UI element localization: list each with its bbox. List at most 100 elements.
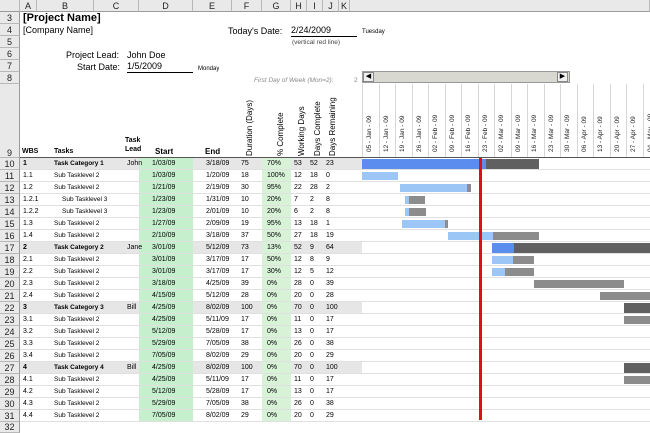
start-date-field[interactable]: 1/5/2009 [127, 61, 193, 73]
start-date-cell[interactable]: 3/18/09 [152, 280, 176, 287]
start-date-cell[interactable]: 4/25/09 [152, 376, 176, 383]
working-days-cell[interactable]: 6 [294, 208, 298, 215]
end-date-cell[interactable]: 8/02/09 [206, 304, 230, 311]
row-header-10[interactable]: 10 [0, 158, 20, 170]
start-date-cell[interactable]: 1/23/09 [152, 208, 176, 215]
days-complete-cell[interactable]: 18 [310, 232, 318, 239]
row-header-16[interactable]: 16 [0, 230, 20, 242]
days-remaining-cell[interactable]: 29 [326, 352, 334, 359]
days-remaining-cell[interactable]: 1 [326, 220, 330, 227]
pct-complete-cell[interactable]: 95% [267, 184, 282, 191]
duration-cell[interactable]: 17 [241, 268, 249, 275]
pct-complete-cell[interactable]: 0% [267, 328, 278, 335]
row-header-30[interactable]: 30 [0, 398, 20, 410]
days-complete-cell[interactable]: 52 [310, 160, 318, 167]
wbs-cell[interactable]: 1.3 [23, 220, 33, 227]
task-name-cell[interactable]: Sub Tasklevel 2 [54, 268, 100, 275]
duration-cell[interactable]: 100 [241, 304, 253, 311]
column-header-a[interactable]: A [20, 0, 37, 12]
row-header-20[interactable]: 20 [0, 278, 20, 290]
end-date-cell[interactable]: 1/31/09 [206, 196, 230, 203]
days-complete-cell[interactable]: 28 [310, 184, 318, 191]
wbs-cell[interactable]: 1.2.1 [23, 196, 39, 203]
working-days-cell[interactable]: 20 [294, 352, 302, 359]
pct-complete-cell[interactable]: 0% [267, 316, 278, 323]
task-name-cell[interactable]: Sub Tasklevel 2 [54, 328, 100, 335]
days-complete-cell[interactable]: 2 [310, 208, 314, 215]
row-header-9[interactable]: 9 [0, 84, 20, 158]
duration-cell[interactable]: 17 [241, 376, 249, 383]
days-remaining-cell[interactable]: 29 [326, 412, 334, 419]
working-days-cell[interactable]: 11 [294, 376, 302, 383]
row-header-11[interactable]: 11 [0, 170, 20, 182]
end-date-cell[interactable]: 4/25/09 [206, 280, 230, 287]
start-date-cell[interactable]: 1/03/09 [152, 160, 176, 167]
days-complete-cell[interactable]: 0 [310, 280, 314, 287]
pct-complete-cell[interactable]: 50% [267, 232, 282, 239]
working-days-cell[interactable]: 28 [294, 280, 302, 287]
row-header-28[interactable]: 28 [0, 374, 20, 386]
wbs-cell[interactable]: 4 [23, 364, 27, 371]
task-name-cell[interactable]: Task Category 3 [54, 304, 104, 311]
wbs-cell[interactable]: 1.2 [23, 184, 33, 191]
row-header-25[interactable]: 25 [0, 338, 20, 350]
project-lead-field[interactable]: John Doe [127, 50, 166, 60]
days-remaining-cell[interactable]: 38 [326, 340, 334, 347]
pct-complete-cell[interactable]: 0% [267, 412, 278, 419]
first-day-value[interactable]: 2 [354, 77, 358, 84]
days-remaining-cell[interactable]: 17 [326, 376, 334, 383]
days-complete-cell[interactable]: 0 [310, 340, 314, 347]
working-days-cell[interactable]: 20 [294, 412, 302, 419]
task-name-cell[interactable]: Sub Tasklevel 2 [54, 184, 100, 191]
pct-complete-cell[interactable]: 0% [267, 376, 278, 383]
end-date-cell[interactable]: 5/11/09 [206, 376, 229, 383]
days-complete-cell[interactable]: 0 [310, 376, 314, 383]
wbs-cell[interactable]: 4.3 [23, 400, 33, 407]
working-days-cell[interactable]: 13 [294, 388, 302, 395]
days-complete-cell[interactable]: 5 [310, 268, 314, 275]
row-header-21[interactable]: 21 [0, 290, 20, 302]
end-date-cell[interactable]: 2/09/09 [206, 220, 230, 227]
wbs-cell[interactable]: 2.1 [23, 256, 33, 263]
task-name-cell[interactable]: Sub Tasklevel 2 [54, 352, 100, 359]
task-name-cell[interactable]: Sub Tasklevel 2 [54, 172, 100, 179]
task-lead-cell[interactable]: Jane [127, 244, 143, 251]
pct-complete-cell[interactable]: 0% [267, 280, 278, 287]
scroll-left-button[interactable]: ◀ [363, 72, 374, 82]
working-days-cell[interactable]: 26 [294, 340, 302, 347]
working-days-cell[interactable]: 27 [294, 232, 302, 239]
days-complete-cell[interactable]: 0 [310, 400, 314, 407]
column-header-f[interactable]: F [232, 0, 262, 12]
days-remaining-cell[interactable]: 100 [326, 304, 338, 311]
column-header-d[interactable]: D [139, 0, 193, 12]
days-remaining-cell[interactable]: 8 [326, 196, 330, 203]
start-date-cell[interactable]: 1/27/09 [152, 220, 176, 227]
days-complete-cell[interactable]: 18 [310, 220, 318, 227]
end-date-cell[interactable]: 8/02/09 [206, 364, 230, 371]
duration-cell[interactable]: 75 [241, 160, 249, 167]
pct-complete-cell[interactable]: 0% [267, 388, 278, 395]
duration-cell[interactable]: 17 [241, 256, 249, 263]
column-header-i[interactable]: I [307, 0, 323, 12]
end-date-cell[interactable]: 5/28/09 [206, 328, 230, 335]
working-days-cell[interactable]: 52 [294, 244, 302, 251]
row-header-26[interactable]: 26 [0, 350, 20, 362]
pct-complete-cell[interactable]: 0% [267, 352, 278, 359]
wbs-cell[interactable]: 4.1 [23, 376, 33, 383]
end-date-cell[interactable]: 5/11/09 [206, 316, 229, 323]
wbs-cell[interactable]: 3.2 [23, 328, 33, 335]
duration-cell[interactable]: 28 [241, 292, 249, 299]
start-date-cell[interactable]: 2/10/09 [152, 232, 176, 239]
end-date-cell[interactable]: 3/18/09 [206, 160, 230, 167]
scroll-right-button[interactable]: ▶ [557, 72, 568, 82]
days-remaining-cell[interactable]: 17 [326, 388, 334, 395]
wbs-cell[interactable]: 4.2 [23, 388, 33, 395]
days-remaining-cell[interactable]: 8 [326, 208, 330, 215]
duration-cell[interactable]: 38 [241, 340, 249, 347]
row-header-18[interactable]: 18 [0, 254, 20, 266]
task-name-cell[interactable]: Sub Tasklevel 3 [62, 208, 108, 215]
working-days-cell[interactable]: 11 [294, 316, 302, 323]
gantt-scrollbar[interactable] [362, 71, 570, 83]
task-lead-cell[interactable]: Bill [127, 304, 137, 311]
wbs-cell[interactable]: 1.2.2 [23, 208, 39, 215]
